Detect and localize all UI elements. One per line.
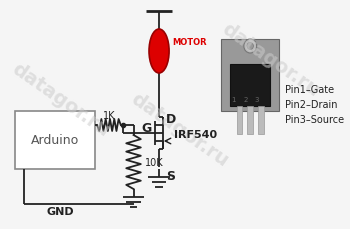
Text: 1K: 1K (103, 111, 115, 120)
Text: MOTOR: MOTOR (172, 37, 206, 46)
Bar (247, 106, 253, 134)
Ellipse shape (149, 30, 169, 74)
Bar (237, 106, 242, 134)
Bar (258, 106, 264, 134)
Text: IRF540: IRF540 (174, 129, 217, 139)
Text: Pin3–Source: Pin3–Source (285, 114, 344, 124)
Bar (221, 40, 279, 112)
Text: 3: 3 (254, 97, 259, 103)
Circle shape (247, 43, 253, 50)
Text: D: D (166, 112, 177, 125)
Text: Pin1–Gate: Pin1–Gate (285, 85, 334, 95)
Text: 10K: 10K (145, 157, 163, 167)
Text: G: G (141, 121, 152, 134)
Text: 1: 1 (232, 97, 236, 103)
Bar (15, 112, 95, 169)
Text: S: S (166, 169, 175, 182)
Text: datagor.ru: datagor.ru (8, 59, 113, 140)
Text: Pin2–Drain: Pin2–Drain (285, 100, 337, 109)
Text: GND: GND (47, 206, 75, 216)
Text: datagor.ru: datagor.ru (127, 89, 231, 170)
Text: Arduino: Arduino (31, 134, 79, 147)
Bar (230, 65, 270, 106)
Text: 2: 2 (243, 97, 247, 103)
Text: datagor.ru: datagor.ru (218, 19, 323, 100)
Circle shape (244, 40, 257, 54)
